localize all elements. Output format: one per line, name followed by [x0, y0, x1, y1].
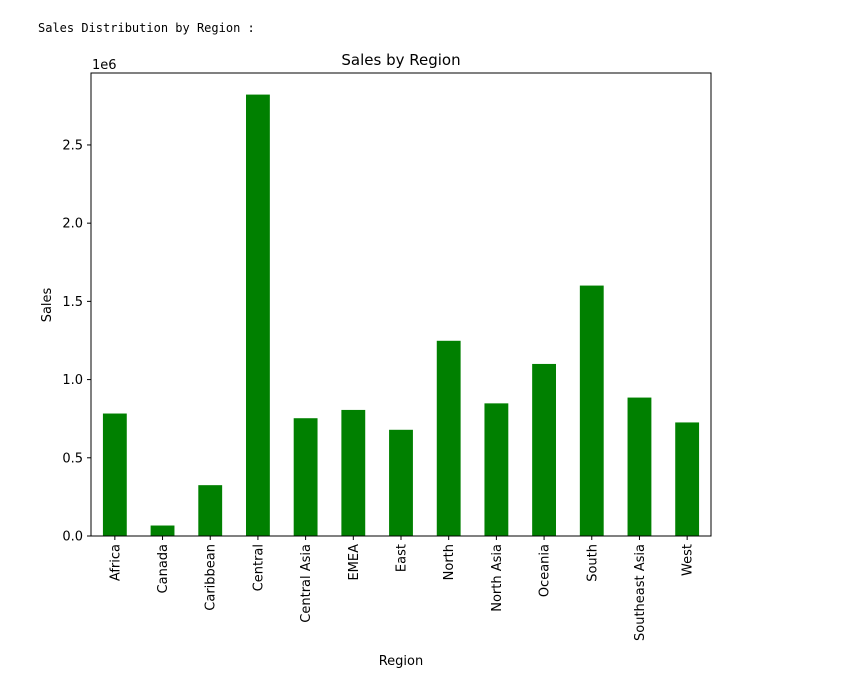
- x-tick-label: North: [442, 544, 457, 580]
- bar-central: [246, 94, 270, 536]
- x-tick-label: Canada: [156, 544, 171, 593]
- x-tick-label: Caribbean: [204, 544, 219, 611]
- bar-south: [579, 285, 604, 536]
- x-tick-label: Central: [251, 544, 266, 591]
- bar-africa: [102, 413, 127, 536]
- bar-emea: [341, 409, 366, 536]
- y-tick-label: 2.5: [62, 138, 83, 153]
- y-tick-label: 2.0: [62, 217, 83, 232]
- y-axis-scale-label: 1e6: [92, 58, 117, 73]
- y-tick-label: 1.0: [62, 373, 83, 388]
- y-tick-label: 0.0: [62, 530, 83, 545]
- output-caption: Sales Distribution by Region :: [38, 21, 255, 35]
- x-tick-label: Southeast Asia: [633, 544, 648, 641]
- y-axis-label: Sales: [40, 287, 55, 322]
- bar-north: [436, 340, 461, 536]
- y-tick-label: 1.5: [62, 295, 83, 310]
- bar-oceania: [532, 363, 556, 536]
- plot-frame: [90, 72, 712, 537]
- bar-east: [389, 429, 413, 536]
- y-axis: 0.0 0.5 1.0 1.5 2.0 2.5: [62, 138, 91, 545]
- bar-caribbean: [198, 485, 223, 536]
- bar-north-asia: [484, 403, 509, 536]
- chart-title: Sales by Region: [341, 51, 460, 69]
- bar-west: [675, 422, 700, 536]
- x-tick-label: EMEA: [347, 544, 362, 581]
- x-tick-label: Africa: [108, 544, 123, 581]
- x-tick-label: South: [585, 544, 600, 582]
- y-tick-label: 0.5: [62, 451, 83, 466]
- bar-southeast-asia: [627, 397, 652, 536]
- bar-central-asia: [293, 418, 318, 536]
- x-axis-label: Region: [379, 654, 424, 669]
- x-axis: Africa Canada Caribbean Central Central Asia…: [108, 536, 696, 641]
- bars-group: [102, 94, 700, 536]
- x-tick-label: East: [395, 544, 410, 572]
- x-tick-label: North Asia: [490, 544, 505, 612]
- x-tick-label: Oceania: [538, 544, 553, 597]
- x-tick-label: Central Asia: [299, 544, 314, 623]
- x-tick-label: West: [681, 544, 696, 576]
- bar-canada: [150, 525, 175, 536]
